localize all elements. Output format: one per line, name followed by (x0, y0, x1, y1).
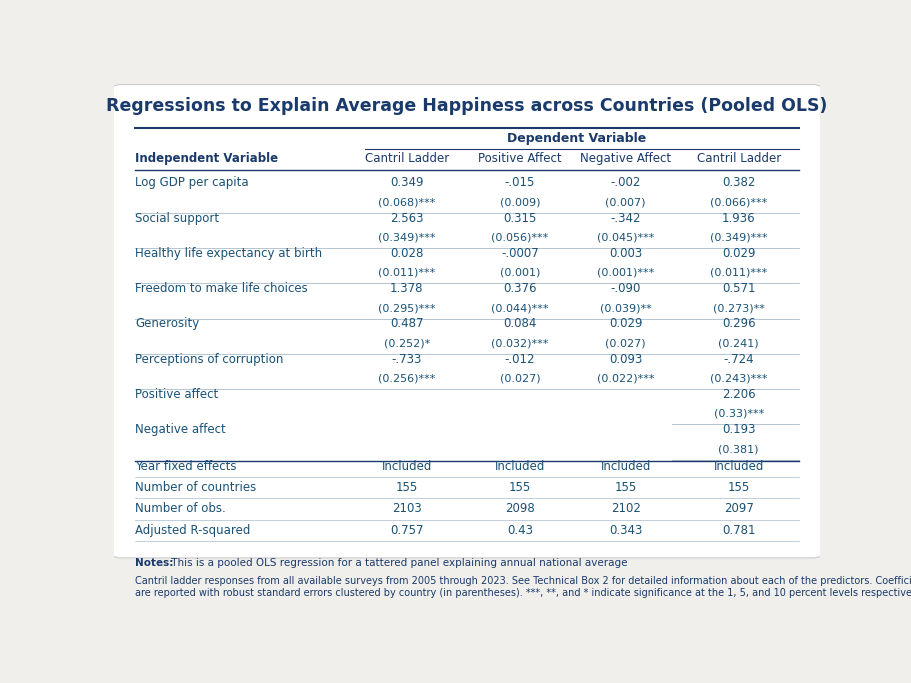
Text: 2097: 2097 (723, 503, 753, 516)
Text: Included: Included (495, 460, 545, 473)
Text: -.015: -.015 (505, 176, 535, 189)
Text: 0.376: 0.376 (503, 282, 537, 295)
Text: (0.068)***: (0.068)*** (378, 197, 435, 208)
Text: 0.571: 0.571 (722, 282, 755, 295)
Text: Included: Included (382, 460, 432, 473)
Text: Generosity: Generosity (135, 318, 200, 331)
Text: 155: 155 (508, 482, 531, 494)
Text: -.724: -.724 (723, 352, 754, 365)
Text: Notes:: Notes: (135, 558, 173, 568)
Text: (0.349)***: (0.349)*** (378, 233, 435, 242)
Text: -.012: -.012 (505, 352, 535, 365)
Text: (0.039)**: (0.039)** (599, 303, 651, 313)
Text: Cantril Ladder: Cantril Ladder (364, 152, 449, 165)
Text: (0.295)***: (0.295)*** (378, 303, 435, 313)
Text: 2102: 2102 (610, 503, 640, 516)
Text: Cantril Ladder: Cantril Ladder (697, 152, 781, 165)
Text: 155: 155 (395, 482, 418, 494)
Text: (0.349)***: (0.349)*** (710, 233, 767, 242)
Text: 0.084: 0.084 (503, 318, 537, 331)
Text: 0.382: 0.382 (722, 176, 755, 189)
Text: -.002: -.002 (610, 176, 641, 189)
Text: Number of obs.: Number of obs. (135, 503, 226, 516)
Text: (0.011)***: (0.011)*** (378, 268, 435, 278)
Text: 0.028: 0.028 (390, 247, 424, 260)
Text: (0.273)**: (0.273)** (712, 303, 764, 313)
Text: (0.032)***: (0.032)*** (491, 338, 548, 348)
Text: 0.349: 0.349 (390, 176, 424, 189)
Text: 2098: 2098 (505, 503, 535, 516)
Text: (0.241): (0.241) (719, 338, 759, 348)
Text: (0.33)***: (0.33)*** (713, 409, 763, 419)
Text: (0.252)*: (0.252)* (384, 338, 430, 348)
Text: This is a pooled OLS regression for a tattered panel explaining annual national : This is a pooled OLS regression for a ta… (169, 558, 628, 568)
Text: (0.381): (0.381) (719, 444, 759, 454)
Text: 0.757: 0.757 (390, 524, 424, 537)
Text: Included: Included (600, 460, 651, 473)
Text: (0.044)***: (0.044)*** (491, 303, 548, 313)
Text: Independent Variable: Independent Variable (135, 152, 278, 165)
Text: 1.378: 1.378 (390, 282, 424, 295)
Text: (0.027): (0.027) (499, 374, 540, 384)
Text: Freedom to make life choices: Freedom to make life choices (135, 282, 308, 295)
Text: 0.43: 0.43 (507, 524, 533, 537)
Text: Social support: Social support (135, 212, 220, 225)
Text: (0.007): (0.007) (606, 197, 646, 208)
Text: Year fixed effects: Year fixed effects (135, 460, 237, 473)
Text: (0.056)***: (0.056)*** (491, 233, 548, 242)
Text: Perceptions of corruption: Perceptions of corruption (135, 352, 283, 365)
Text: Adjusted R-squared: Adjusted R-squared (135, 524, 251, 537)
Text: Healthy life expectancy at birth: Healthy life expectancy at birth (135, 247, 322, 260)
Text: (0.243)***: (0.243)*** (710, 374, 767, 384)
Text: 0.296: 0.296 (722, 318, 755, 331)
Text: 0.029: 0.029 (722, 247, 755, 260)
Text: 0.003: 0.003 (609, 247, 642, 260)
Text: Cantril ladder responses from all available surveys from 2005 through 2023. See : Cantril ladder responses from all availa… (135, 576, 911, 598)
Text: 0.193: 0.193 (722, 423, 755, 436)
Text: (0.009): (0.009) (499, 197, 540, 208)
Text: 155: 155 (615, 482, 637, 494)
Text: Negative Affect: Negative Affect (580, 152, 671, 165)
Text: 155: 155 (728, 482, 750, 494)
Text: (0.022)***: (0.022)*** (597, 374, 654, 384)
Text: 2.206: 2.206 (722, 388, 755, 401)
Text: (0.027): (0.027) (606, 338, 646, 348)
Text: 2103: 2103 (392, 503, 422, 516)
Text: 0.487: 0.487 (390, 318, 424, 331)
Text: 0.093: 0.093 (609, 352, 642, 365)
Text: 1.936: 1.936 (722, 212, 755, 225)
Text: -.0007: -.0007 (501, 247, 538, 260)
Text: Positive Affect: Positive Affect (478, 152, 562, 165)
Text: 0.029: 0.029 (609, 318, 642, 331)
Text: 0.343: 0.343 (609, 524, 642, 537)
Text: (0.001): (0.001) (499, 268, 540, 278)
Text: 2.563: 2.563 (390, 212, 424, 225)
Text: Number of countries: Number of countries (135, 482, 256, 494)
Text: -.342: -.342 (610, 212, 641, 225)
Text: Negative affect: Negative affect (135, 423, 226, 436)
Text: Included: Included (713, 460, 764, 473)
Text: 0.781: 0.781 (722, 524, 755, 537)
Text: (0.045)***: (0.045)*** (597, 233, 654, 242)
Text: (0.011)***: (0.011)*** (710, 268, 767, 278)
Text: -.090: -.090 (610, 282, 641, 295)
FancyBboxPatch shape (110, 85, 824, 558)
Text: Regressions to Explain Average Happiness across Countries (Pooled OLS): Regressions to Explain Average Happiness… (107, 96, 827, 115)
Text: 0.315: 0.315 (503, 212, 537, 225)
Text: (0.066)***: (0.066)*** (710, 197, 767, 208)
Text: -.733: -.733 (392, 352, 422, 365)
Text: (0.001)***: (0.001)*** (597, 268, 654, 278)
Text: Dependent Variable: Dependent Variable (507, 132, 646, 145)
Text: Log GDP per capita: Log GDP per capita (135, 176, 249, 189)
Text: (0.256)***: (0.256)*** (378, 374, 435, 384)
Text: Positive affect: Positive affect (135, 388, 219, 401)
